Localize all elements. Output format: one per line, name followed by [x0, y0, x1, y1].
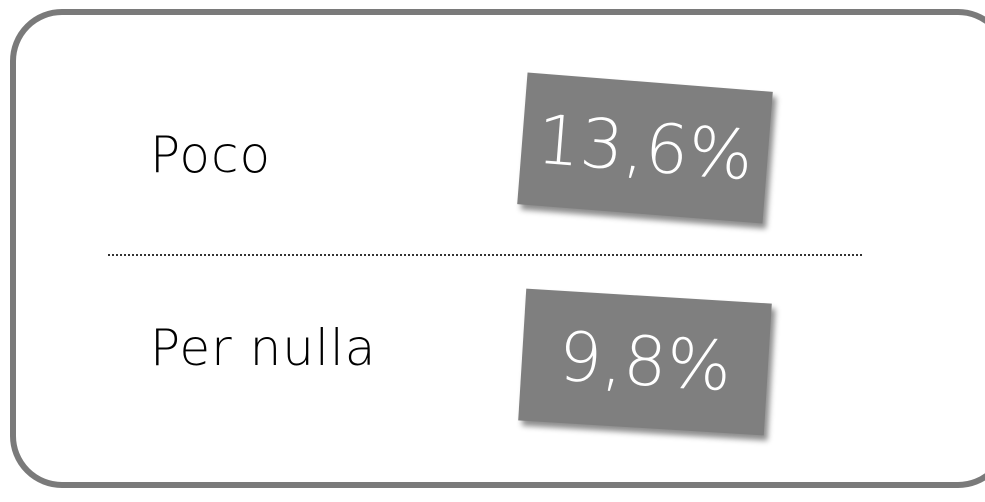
value-tag: 13,6%	[517, 72, 773, 224]
row-label: Per nulla	[150, 319, 377, 377]
value-tag: 9,8%	[518, 288, 772, 436]
divider	[108, 254, 862, 256]
row-label: Poco	[150, 126, 272, 184]
frame	[10, 9, 985, 488]
